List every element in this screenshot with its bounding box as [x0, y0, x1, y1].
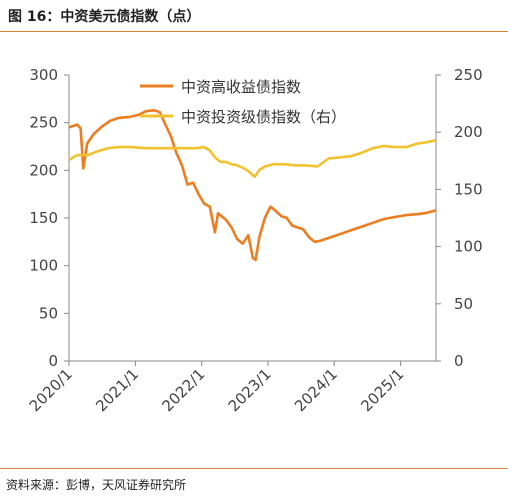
y-right-tick-label: 150 [454, 180, 483, 198]
y-left-tick-label: 150 [29, 209, 58, 227]
y-right-tick-label: 50 [454, 295, 473, 313]
legend-label-2: 中资投资级债指数（右） [181, 108, 346, 126]
source-rule [0, 468, 508, 469]
chart-series [68, 109, 437, 262]
x-tick-label: 2020/1 [26, 365, 76, 415]
y-left-tick-label: 200 [29, 161, 58, 179]
x-tick-label: 2024/1 [291, 365, 341, 415]
title-rule [0, 31, 508, 32]
x-tick-label: 2025/1 [357, 365, 407, 415]
y-right-tick-label: 250 [454, 66, 483, 84]
y-left-tick-label: 300 [29, 66, 58, 84]
series-line-2 [68, 138, 437, 179]
x-tick-label: 2022/1 [158, 365, 208, 415]
y-left-tick-label: 250 [29, 114, 58, 132]
y-left-tick-label: 0 [48, 352, 58, 370]
y-left-tick-label: 100 [29, 257, 58, 275]
series-line-1 [68, 109, 437, 262]
y-right-tick-label: 200 [454, 123, 483, 141]
source-note: 资料来源：彭博，天风证券研究所 [6, 478, 187, 492]
y-right-tick-label: 0 [454, 352, 464, 370]
figure-title: 图 16：中资美元债指数（点） [8, 9, 201, 25]
x-tick-label: 2023/1 [225, 365, 275, 415]
y-left-tick-label: 50 [39, 304, 58, 322]
line-chart: 0 50 100 150 200 250 300 0 50 100 150 200 250 2020/1 2… [26, 66, 483, 415]
y-right-tick-label: 100 [454, 238, 483, 256]
legend-label-1: 中资高收益债指数 [181, 78, 301, 96]
x-tick-label: 2021/1 [92, 365, 142, 415]
